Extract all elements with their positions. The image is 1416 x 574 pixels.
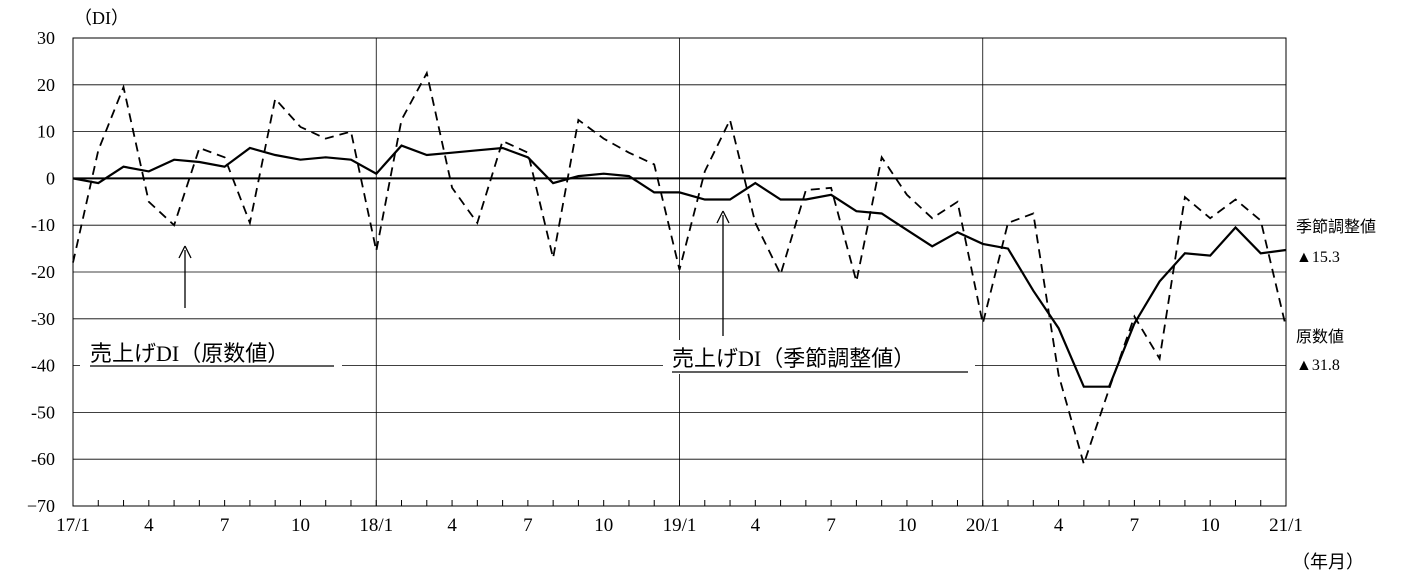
series-line-raw [72, 70, 1287, 467]
x-tick-label: 4 [447, 515, 457, 536]
x-tick-label: 19/1 [663, 515, 697, 536]
y-tick-label: 30 [37, 28, 55, 48]
x-tick-label: 18/1 [359, 515, 393, 536]
x-unit-label: （年月） [1292, 552, 1364, 572]
y-tick-label: -10 [31, 215, 55, 235]
x-tick-label: 7 [523, 515, 533, 536]
callout-sa-bg [663, 340, 975, 374]
y-unit-label: （DI） [74, 8, 129, 28]
x-tick-label: 7 [1130, 515, 1140, 536]
x-tick-label: 21/1 [1269, 515, 1303, 536]
y-tick-label: -50 [31, 402, 55, 422]
series-lines [72, 70, 1287, 467]
end-label-raw-title: 原数値 [1296, 328, 1344, 346]
y-tick-label: −70 [27, 496, 55, 516]
grid-lines [73, 37, 1286, 506]
end-label-sa-value: ▲15.3 [1296, 249, 1340, 266]
x-tick-label: 20/1 [966, 515, 1000, 536]
axes [72, 37, 1287, 507]
callout-sa-arrow-head [716, 210, 730, 224]
y-tick-label: -20 [31, 262, 55, 282]
callout-sa: 売上げDI（季節調整値） [663, 210, 975, 374]
series-line-seasonally-adjusted [72, 144, 1287, 388]
y-tick-label: 10 [37, 122, 55, 142]
x-tick-label: 4 [1054, 515, 1064, 536]
x-tick-label: 10 [594, 515, 613, 536]
y-tick-label: -40 [31, 356, 55, 376]
y-tick-label: 0 [46, 168, 55, 188]
callout-raw-bg [80, 336, 342, 370]
x-tick-label: 10 [1201, 515, 1220, 536]
y-tick-labels: 30 20 10 0 -10 -20 -30 -40 -50 -60 −70 [27, 28, 55, 516]
x-tick-label: 4 [751, 515, 761, 536]
x-tick-label: 4 [144, 515, 154, 536]
end-label-raw-value: ▲31.8 [1296, 357, 1340, 374]
callout-raw-label: 売上げDI（原数値） [90, 341, 289, 366]
x-tick-label: 7 [220, 515, 230, 536]
x-tick-label: 17/1 [56, 515, 90, 536]
x-tick-label: 10 [897, 515, 916, 536]
end-label-sa-title: 季節調整値 [1296, 218, 1376, 236]
x-tick-labels: 17/1 4 7 10 18/1 4 7 10 19/1 4 7 10 20/1 4 7 10 21/1 [56, 515, 1303, 536]
x-tick-label: 7 [826, 515, 836, 536]
y-tick-label: -30 [31, 309, 55, 329]
callout-raw-arrow-head [178, 245, 192, 259]
callout-sa-label: 売上げDI（季節調整値） [672, 346, 915, 371]
y-tick-label: -60 [31, 449, 55, 469]
y-tick-label: 20 [37, 75, 55, 95]
x-tick-label: 10 [291, 515, 310, 536]
callout-raw: 売上げDI（原数値） [80, 245, 342, 370]
